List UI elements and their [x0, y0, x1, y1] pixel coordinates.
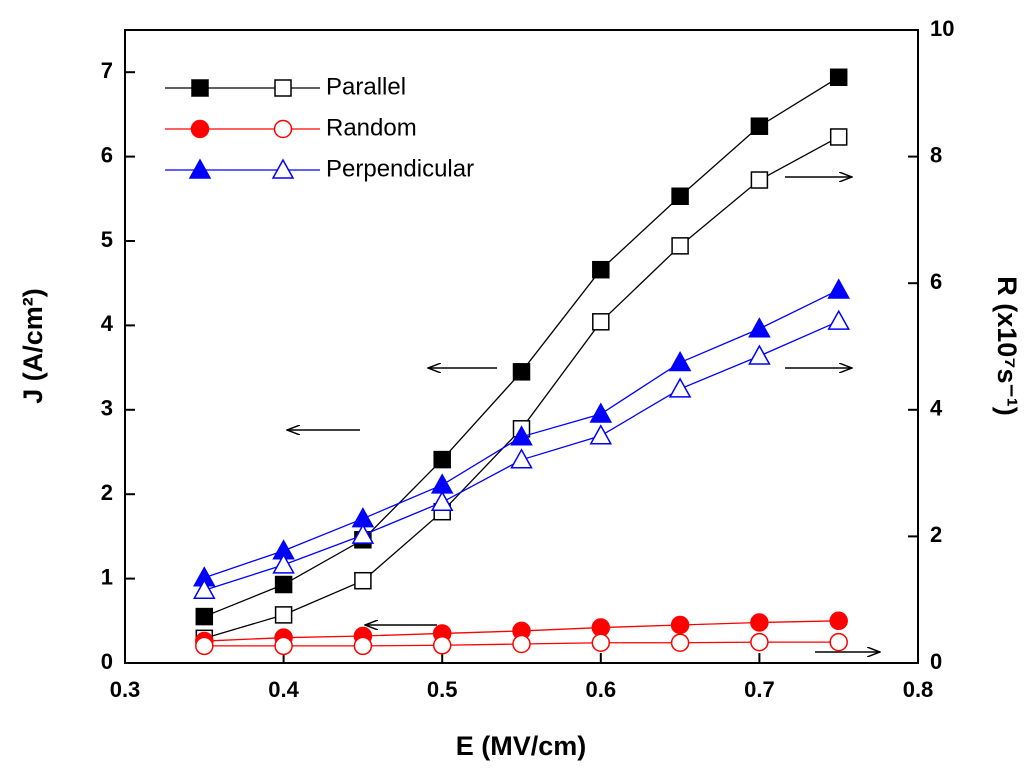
x-tick-label: 0.3	[110, 677, 141, 702]
data-point	[827, 309, 850, 330]
y2-tick-label: 10	[930, 16, 954, 41]
data-point	[750, 171, 769, 189]
data-point	[272, 553, 295, 574]
y-tick-label: 4	[101, 311, 114, 336]
data-point	[510, 448, 533, 469]
data-point	[193, 578, 216, 599]
data-point	[191, 79, 209, 97]
data-point	[592, 313, 610, 331]
x-tick-label: 0.8	[903, 677, 934, 702]
data-point	[750, 613, 769, 632]
x-tick-label: 0.5	[427, 677, 458, 702]
y-tick-label: 2	[101, 480, 113, 505]
x-tick-label: 0.4	[268, 677, 299, 702]
data-point	[512, 363, 531, 381]
y-tick-label: 1	[101, 564, 113, 589]
y-tick-label: 0	[101, 649, 113, 674]
data-point	[748, 317, 771, 338]
data-point	[829, 68, 848, 87]
y2-tick-label: 8	[930, 142, 942, 167]
legend-label: Random	[326, 114, 417, 141]
data-point	[591, 633, 611, 652]
series-line	[204, 76, 840, 618]
data-point	[671, 237, 689, 255]
y2-tick-label: 4	[930, 396, 943, 421]
data-point	[668, 350, 692, 372]
data-point	[195, 636, 214, 656]
y2-axis-label: R (x10⁷s⁻¹)	[992, 276, 1022, 415]
data-point	[668, 377, 692, 398]
data-point	[510, 425, 533, 446]
x-tick-label: 0.7	[744, 677, 775, 702]
data-point	[829, 611, 848, 631]
data-point	[750, 632, 769, 652]
data-point	[827, 278, 850, 299]
y2-tick-label: 6	[930, 269, 942, 294]
y-tick-label: 5	[101, 227, 113, 252]
data-point	[671, 187, 689, 206]
series-line	[204, 136, 840, 639]
data-point	[274, 636, 293, 656]
y2-tick-label: 2	[930, 522, 942, 547]
data-point	[273, 119, 293, 139]
data-point	[748, 344, 771, 365]
y-tick-label: 7	[101, 58, 113, 83]
data-point	[670, 615, 690, 635]
data-point	[670, 633, 690, 652]
data-point	[432, 636, 452, 655]
data-point	[351, 523, 375, 544]
plot-frame	[124, 29, 919, 664]
y-axis-label: J (A/cm²)	[18, 288, 48, 404]
data-point	[829, 632, 848, 652]
y-tick-label: 6	[101, 142, 113, 167]
data-point	[433, 450, 451, 469]
data-point	[195, 607, 214, 626]
y2-tick-label: 0	[930, 649, 942, 674]
legend-label: Perpendicular	[326, 155, 474, 182]
data-point	[274, 606, 293, 624]
data-point	[750, 117, 769, 135]
data-point	[274, 575, 293, 594]
data-point	[354, 571, 372, 590]
x-axis-label: E (MV/cm)	[456, 731, 587, 761]
data-point	[430, 473, 454, 494]
data-point	[589, 424, 613, 445]
data-point	[430, 490, 454, 511]
data-point	[512, 634, 531, 654]
data-point	[829, 128, 848, 146]
x-tick-label: 0.6	[586, 677, 617, 702]
legend-label: Parallel	[326, 73, 406, 100]
data-point	[190, 119, 210, 139]
annotation-arrows	[287, 177, 880, 652]
y-tick-label: 3	[101, 396, 113, 421]
data-point	[274, 79, 292, 97]
data-point	[589, 402, 613, 423]
data-point	[188, 158, 212, 179]
data-point	[353, 636, 373, 656]
data-point	[271, 158, 295, 179]
data-point	[592, 260, 610, 279]
